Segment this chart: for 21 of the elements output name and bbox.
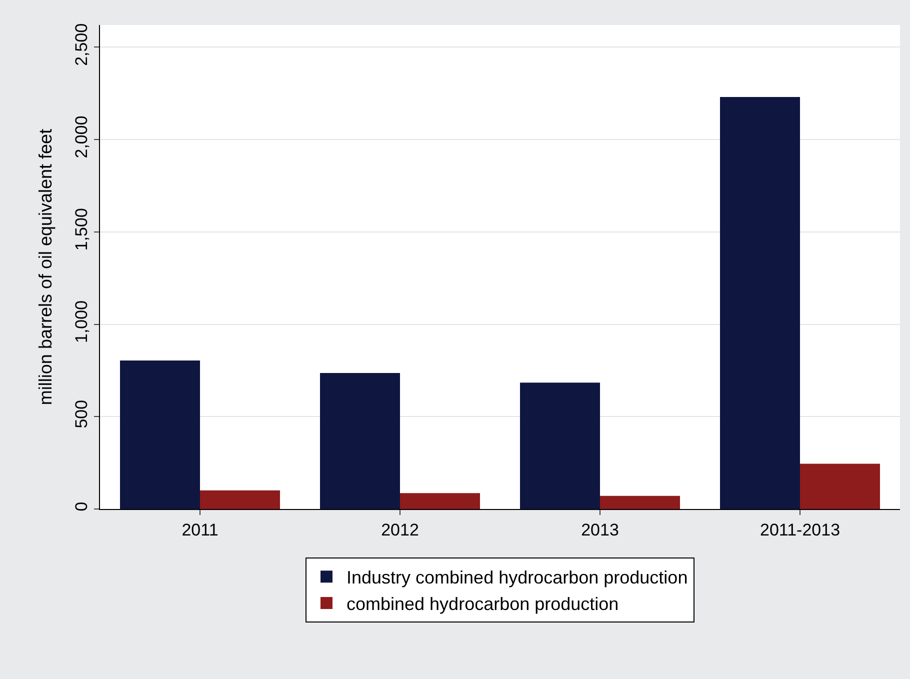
- legend-label: Industry combined hydrocarbon production: [346, 568, 688, 588]
- bar: [800, 464, 880, 509]
- y-tick-label: 1,000: [72, 300, 92, 343]
- y-tick-label: 500: [72, 400, 92, 428]
- x-tick-label: 2013: [581, 520, 619, 540]
- x-tick-label: 2012: [381, 520, 419, 540]
- bar: [120, 360, 200, 509]
- y-axis-title: million barrels of oil equivalent feet: [35, 128, 56, 406]
- y-tick-label: 2,500: [72, 23, 92, 66]
- bar: [600, 496, 680, 509]
- bar: [520, 382, 600, 509]
- bar: [320, 373, 400, 509]
- legend-label: combined hydrocarbon production: [346, 594, 619, 614]
- bar: [400, 493, 480, 509]
- y-tick-label: 2,000: [72, 116, 92, 158]
- y-tick-label: 1,500: [72, 208, 92, 251]
- x-tick-label: 2011: [182, 520, 218, 540]
- y-tick-label: 0: [72, 502, 92, 512]
- bar: [200, 490, 280, 509]
- bar: [720, 97, 800, 509]
- x-tick-label: 2011-2013: [760, 520, 840, 540]
